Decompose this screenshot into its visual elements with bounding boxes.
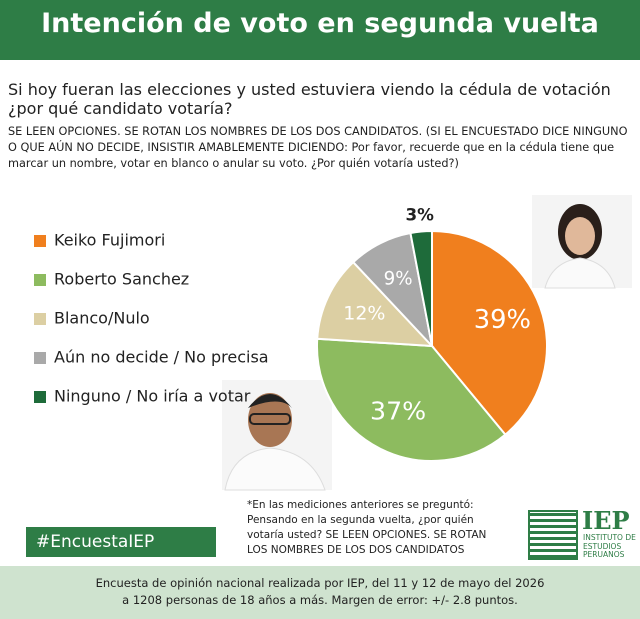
slice-label: 37% — [370, 397, 426, 426]
slice-label: 39% — [474, 305, 531, 335]
logo-line: PERUANOS — [583, 550, 625, 559]
logo-mark — [528, 510, 578, 560]
legend-swatch — [34, 391, 46, 403]
slice-label: 9% — [384, 268, 413, 289]
slice-label: 12% — [343, 303, 385, 325]
slice-label: 3% — [405, 205, 434, 225]
pie-slice — [431, 229, 548, 437]
logo-line: INSTITUTO DE — [583, 533, 636, 542]
photo-roberto — [222, 380, 332, 491]
hashtag: #EncuestaIEP — [26, 527, 216, 557]
logo-subtitle: INSTITUTO DE ESTUDIOS PERUANOS — [583, 533, 636, 560]
logo-line: ESTUDIOS — [583, 541, 622, 551]
legend-label: Keiko Fujimori — [54, 231, 165, 250]
footer: Encuesta de opinión nacional realizada p… — [0, 575, 640, 609]
chart-title: Intención de voto en segunda vuelta — [41, 8, 599, 39]
footer-band — [0, 566, 640, 619]
pie-slice — [409, 229, 433, 347]
legend-swatch — [34, 235, 46, 247]
legend-label: Ninguno / No iría a votar — [54, 387, 251, 406]
footer-line: a 1208 personas de 18 años a más. Margen… — [122, 593, 518, 607]
legend-label: Blanco/Nulo — [54, 309, 150, 328]
legend-label: Aún no decide / No precisa — [54, 348, 269, 367]
pie-slice — [316, 337, 507, 462]
photo-keiko — [532, 195, 632, 289]
legend-swatch — [34, 352, 46, 364]
footnote: *En las mediciones anteriores se pregunt… — [247, 499, 487, 556]
logo-text: IEP — [582, 506, 630, 535]
legend-label: Roberto Sanchez — [54, 270, 189, 289]
instructions: SE LEEN OPCIONES. SE ROTAN LOS NOMBRES D… — [8, 125, 628, 170]
footer-line: Encuesta de opinión nacional realizada p… — [95, 576, 545, 590]
header-band — [0, 0, 640, 60]
question: Si hoy fueran las elecciones y usted est… — [8, 80, 611, 118]
legend-swatch — [34, 313, 46, 325]
legend-swatch — [34, 274, 46, 286]
pie-slice — [316, 260, 435, 348]
